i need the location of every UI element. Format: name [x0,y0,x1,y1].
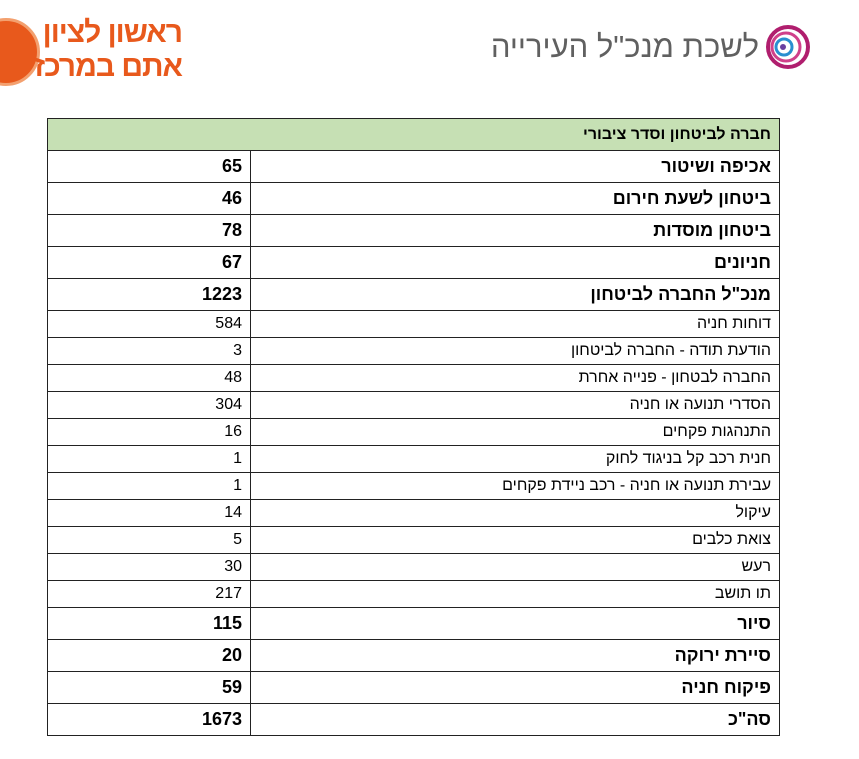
row-value: 48 [47,364,251,392]
row-value: 1673 [47,703,251,736]
row-value: 46 [47,182,251,215]
row-value: 59 [47,671,251,704]
table-row: עיקול 14 [47,499,780,527]
table-row: הודעת תודה - החברה לביטחון 3 [47,337,780,365]
logo-line: אתם במרכז [34,50,183,83]
logo-line: ראשון לציון [42,16,183,49]
table-row: סיירת ירוקה 20 [47,639,780,672]
row-label: עיקול [250,499,780,527]
row-label: צואת כלבים [250,526,780,554]
row-label: חניונים [250,246,780,279]
table-row: עבירת תנועה או חניה - רכב ניידת פקחים 1 [47,472,780,500]
row-label: תו תושב [250,580,780,608]
spiral-icon [766,25,810,69]
office-logo: לשכת מנכ"ל העירייה [491,22,811,72]
row-label: סה"כ [250,703,780,736]
office-name: לשכת מנכ"ל העירייה [490,29,759,64]
row-label: אכיפה ושיטור [250,150,780,183]
table-row: הסדרי תנועה או חניה 304 [47,391,780,419]
row-label: חנית רכב קל בניגוד לחוק [250,445,780,473]
row-value: 115 [47,607,251,640]
row-value: 16 [47,418,251,446]
table-row: מנכ"ל החברה לביטחון 1223 [47,278,780,311]
row-value: 30 [47,553,251,581]
row-value: 65 [47,150,251,183]
row-label: עבירת תנועה או חניה - רכב ניידת פקחים [250,472,780,500]
row-value: 1223 [47,278,251,311]
table-row: חניונים 67 [47,246,780,279]
row-label: ביטחון מוסדות [250,214,780,247]
row-value: 3 [47,337,251,365]
table-row: דוחות חניה 584 [47,310,780,338]
row-value: 20 [47,639,251,672]
table-row: תו תושב 217 [47,580,780,608]
row-value: 217 [47,580,251,608]
table-row: צואת כלבים 5 [47,526,780,554]
table-row: ביטחון לשעת חירום 46 [47,182,780,215]
row-value: 1 [47,445,251,473]
row-value: 584 [47,310,251,338]
table-row: חנית רכב קל בניגוד לחוק 1 [47,445,780,473]
table-row: סיור 115 [47,607,780,640]
table-title: חברה לביטחון וסדר ציבורי [47,118,780,151]
row-value: 78 [47,214,251,247]
row-label: סיירת ירוקה [250,639,780,672]
row-label: פיקוח חניה [250,671,780,704]
row-value: 304 [47,391,251,419]
table-row: אכיפה ושיטור 65 [47,150,780,183]
table-row: רעש 30 [47,553,780,581]
row-label: הסדרי תנועה או חניה [250,391,780,419]
table-row: החברה לבטחון - פנייה אחרת 48 [47,364,780,392]
table-row: פיקוח חניה 59 [47,671,780,704]
row-label: ביטחון לשעת חירום [250,182,780,215]
row-value: 1 [47,472,251,500]
row-value: 14 [47,499,251,527]
row-label: התנהגות פקחים [250,418,780,446]
data-table: חברה לביטחון וסדר ציבורי אכיפה ושיטור 65 ב… [47,118,780,736]
table-row: ביטחון מוסדות 78 [47,214,780,247]
row-label: דוחות חניה [250,310,780,338]
row-label: סיור [250,607,780,640]
table-header: חברה לביטחון וסדר ציבורי [47,118,780,151]
row-label: החברה לבטחון - פנייה אחרת [250,364,780,392]
row-label: רעש [250,553,780,581]
row-value: 67 [47,246,251,279]
row-label: מנכ"ל החברה לביטחון [250,278,780,311]
city-logo: ראשון לציון אתם במרכז [0,14,200,94]
row-label: הודעת תודה - החברה לביטחון [250,337,780,365]
row-value: 5 [47,526,251,554]
table-row: התנהגות פקחים 16 [47,418,780,446]
table-row: סה"כ 1673 [47,703,780,736]
